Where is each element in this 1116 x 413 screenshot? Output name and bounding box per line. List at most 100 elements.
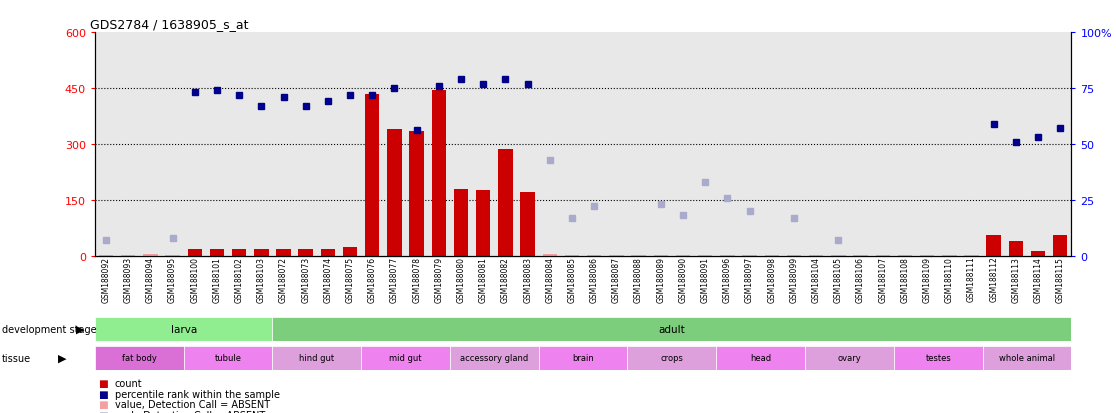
Text: tissue: tissue [2,353,31,363]
Bar [410,131,424,256]
Text: GSM188102: GSM188102 [234,256,243,302]
Text: GSM188085: GSM188085 [568,256,577,302]
Text: GSM188107: GSM188107 [878,256,887,302]
Bar [520,193,535,256]
Text: GSM188114: GSM188114 [1033,256,1042,302]
Text: GSM188078: GSM188078 [412,256,421,302]
Text: GSM188101: GSM188101 [212,256,221,302]
Text: GSM188091: GSM188091 [701,256,710,302]
Text: GSM188099: GSM188099 [789,256,798,302]
Bar [210,249,224,256]
Bar [698,255,712,256]
Text: GSM188096: GSM188096 [723,256,732,302]
Text: head: head [750,353,771,362]
Bar [1009,241,1023,256]
Bar [876,255,889,256]
Bar [632,255,646,256]
Text: GSM188113: GSM188113 [1011,256,1020,302]
Bar [676,255,690,256]
Bar [498,150,512,256]
Text: GSM188111: GSM188111 [966,256,976,302]
Bar [982,346,1071,370]
Bar [627,346,716,370]
Bar [1031,252,1046,256]
Text: GSM188083: GSM188083 [523,256,532,302]
Text: fat body: fat body [122,353,156,362]
Bar [343,248,357,256]
Text: percentile rank within the sample: percentile rank within the sample [115,389,280,399]
Bar [587,255,602,256]
Text: GSM188084: GSM188084 [546,256,555,302]
Text: GSM188089: GSM188089 [656,256,665,302]
Bar [320,249,335,256]
Bar [894,346,982,370]
Text: GSM188092: GSM188092 [102,256,110,302]
Text: tubule: tubule [214,353,241,362]
Text: accessory gland: accessory gland [460,353,529,362]
Text: ■: ■ [98,389,108,399]
Bar [365,95,379,256]
Text: GDS2784 / 1638905_s_at: GDS2784 / 1638905_s_at [90,17,249,31]
Text: GSM188090: GSM188090 [679,256,687,302]
Text: GSM188098: GSM188098 [768,256,777,302]
Bar [609,255,624,256]
Text: GSM188093: GSM188093 [124,256,133,302]
Text: rank, Detection Call = ABSENT: rank, Detection Call = ABSENT [115,410,266,413]
Text: GSM188105: GSM188105 [834,256,843,302]
Bar [187,250,202,256]
Bar [854,255,868,256]
Text: GSM188106: GSM188106 [856,256,865,302]
Bar [720,255,734,256]
Text: GSM188094: GSM188094 [146,256,155,302]
Bar [387,130,402,256]
Text: GSM188086: GSM188086 [589,256,598,302]
Bar [742,255,757,256]
Bar [964,255,979,256]
Bar [454,189,469,256]
Text: GSM188073: GSM188073 [301,256,310,302]
Text: development stage: development stage [2,324,97,334]
Bar [95,317,272,341]
Bar [362,346,450,370]
Bar [897,255,912,256]
Text: brain: brain [573,353,594,362]
Text: GSM188110: GSM188110 [945,256,954,302]
Bar [277,250,290,256]
Text: testes: testes [925,353,951,362]
Bar [232,249,247,256]
Bar [565,255,579,256]
Text: GSM188103: GSM188103 [257,256,266,302]
Bar [831,255,846,256]
Text: ■: ■ [98,378,108,388]
Bar [987,235,1001,256]
Bar [272,317,1071,341]
Bar [298,250,312,256]
Bar [542,254,557,256]
Text: GSM188088: GSM188088 [634,256,643,302]
Text: GSM188115: GSM188115 [1056,256,1065,302]
Bar [272,346,362,370]
Text: GSM188072: GSM188072 [279,256,288,302]
Bar [165,255,180,256]
Text: GSM188077: GSM188077 [389,256,398,302]
Bar [654,255,668,256]
Text: GSM188112: GSM188112 [989,256,998,302]
Bar [121,255,135,256]
Text: GSM188104: GSM188104 [811,256,820,302]
Text: ▶: ▶ [58,353,67,363]
Bar [716,346,805,370]
Bar [764,255,779,256]
Text: adult: adult [658,324,685,334]
Text: GSM188100: GSM188100 [190,256,200,302]
Text: GSM188074: GSM188074 [324,256,333,302]
Bar [920,255,934,256]
Text: GSM188087: GSM188087 [612,256,620,302]
Bar [254,249,269,256]
Text: value, Detection Call = ABSENT: value, Detection Call = ABSENT [115,399,270,409]
Text: ovary: ovary [837,353,862,362]
Bar [539,346,627,370]
Text: hind gut: hind gut [299,353,335,362]
Bar [809,255,824,256]
Bar [98,255,113,256]
Text: GSM188079: GSM188079 [434,256,443,302]
